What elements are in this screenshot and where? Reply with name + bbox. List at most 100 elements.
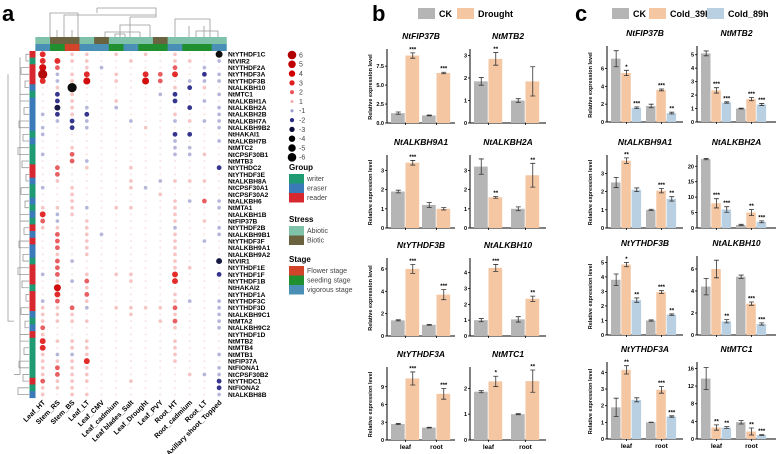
error-bar bbox=[613, 176, 619, 188]
heatmap-dot bbox=[217, 232, 221, 237]
heatmap-dot bbox=[85, 153, 88, 156]
heatmap-dot bbox=[100, 313, 103, 316]
row-gene-label: NtYTHDF2A bbox=[228, 65, 266, 72]
heatmap-dot bbox=[41, 146, 44, 149]
heatmap-dot bbox=[40, 365, 45, 370]
heatmap-dot bbox=[158, 305, 163, 310]
y-tick-label: 2 bbox=[381, 312, 384, 318]
bar-Cold_39h-leaf bbox=[621, 160, 631, 228]
heatmap-dot bbox=[115, 299, 118, 303]
heatmap-dot bbox=[159, 286, 162, 289]
y-tick-label: 4 bbox=[691, 419, 695, 425]
heatmap-dot bbox=[159, 166, 162, 169]
heatmap-dot bbox=[203, 213, 206, 216]
heatmap-dot bbox=[70, 105, 74, 110]
heatmap-dot bbox=[218, 340, 221, 343]
heatmap-dot bbox=[218, 266, 221, 269]
heatmap-dot bbox=[173, 380, 177, 383]
heatmap-dot bbox=[70, 352, 74, 357]
heatmap-dot bbox=[173, 286, 177, 289]
heatmap-dot bbox=[71, 166, 74, 169]
stress-annotation-cell bbox=[108, 37, 124, 44]
group-annotation-cell bbox=[29, 104, 36, 112]
row-gene-label: NtCPSF30B1 bbox=[228, 152, 269, 159]
x-tick-label: leaf bbox=[483, 444, 495, 451]
heatmap-dot bbox=[203, 246, 206, 249]
heatmap-dot bbox=[159, 146, 162, 149]
heatmap-dot bbox=[203, 93, 206, 96]
size-legend-label: -3 bbox=[299, 127, 305, 134]
heatmap-dot bbox=[129, 173, 132, 176]
heatmap-dot bbox=[159, 333, 162, 336]
heatmap-dot bbox=[100, 119, 103, 123]
heatmap-dot bbox=[188, 173, 191, 176]
group-legend-swatch bbox=[289, 174, 304, 184]
y-tick-label: 0 bbox=[601, 437, 604, 443]
heatmap-dot bbox=[217, 205, 221, 210]
error-bar bbox=[530, 66, 536, 97]
row-gene-label: NtMTB4 bbox=[228, 345, 253, 352]
heatmap-dot bbox=[173, 199, 177, 203]
heatmap-dot bbox=[55, 165, 60, 171]
heatmap-dot bbox=[129, 73, 132, 76]
heatmap-dot bbox=[188, 293, 191, 296]
heatmap-dot bbox=[100, 273, 103, 276]
heatmap-dot bbox=[144, 253, 147, 256]
heatmap-dot bbox=[129, 320, 132, 323]
size-legend-dot bbox=[290, 109, 294, 113]
error-bar bbox=[441, 207, 447, 211]
heatmap-dot bbox=[173, 212, 177, 217]
group-legend-swatch bbox=[289, 193, 304, 203]
bar-Cold_89h-root bbox=[756, 324, 767, 335]
heatmap-dot bbox=[159, 259, 162, 263]
heatmap-dot bbox=[41, 259, 44, 263]
heatmap-dot bbox=[41, 233, 44, 236]
heatmap-dot bbox=[144, 199, 147, 203]
heatmap-dot bbox=[41, 253, 44, 256]
heatmap-dot bbox=[188, 380, 191, 383]
group-legend-label: writer bbox=[306, 176, 325, 183]
heatmap-dot bbox=[188, 206, 191, 209]
heatmap-dot bbox=[115, 146, 118, 149]
heatmap-dot bbox=[188, 239, 191, 243]
y-tick-label: 5.0 bbox=[376, 83, 384, 89]
subplot-title: NtYTHDF3B bbox=[621, 238, 669, 248]
heatmap-dot bbox=[84, 299, 89, 303]
heatmap-dot bbox=[203, 253, 206, 256]
heatmap-panel: Leaf_HTStem_RSStem_BSLeaf_LTLeaf_CMVLeaf… bbox=[7, 7, 353, 454]
bar-Cold_39h-leaf bbox=[621, 264, 631, 335]
heatmap-dot bbox=[159, 386, 162, 389]
heatmap-dot bbox=[217, 59, 221, 63]
heatmap-dot bbox=[41, 86, 44, 89]
heatmap-dot bbox=[203, 366, 206, 369]
heatmap-dot bbox=[129, 113, 132, 116]
bar-Drought-root bbox=[436, 393, 451, 440]
bar-Cold_39h-leaf bbox=[621, 72, 631, 122]
stage-annotation-cell bbox=[211, 44, 227, 51]
heatmap-dot bbox=[100, 106, 103, 109]
error-bar bbox=[515, 206, 521, 212]
row-gene-label: NtYTHDC2 bbox=[228, 165, 262, 172]
y-tick-label: 1 bbox=[601, 208, 604, 214]
row-gene-label: NtVIR2 bbox=[228, 58, 250, 65]
size-legend-dot bbox=[289, 118, 295, 123]
heatmap-dot bbox=[159, 346, 162, 349]
heatmap-dot bbox=[70, 259, 74, 263]
error-bar bbox=[623, 157, 629, 164]
row-gene-label: NtYTHDF1B bbox=[228, 278, 266, 285]
heatmap-dot bbox=[203, 166, 206, 169]
heatmap-dot bbox=[203, 106, 206, 109]
significance-label: *** bbox=[758, 215, 766, 221]
error-bar bbox=[669, 415, 675, 418]
significance-label: *** bbox=[658, 84, 666, 90]
heatmap-dot bbox=[217, 119, 221, 123]
error-bar bbox=[395, 423, 401, 426]
heatmap-dot bbox=[172, 271, 178, 278]
heatmap-dot bbox=[217, 92, 221, 97]
heatmap-dot bbox=[39, 64, 47, 72]
stress-legend-label: Abiotic bbox=[307, 228, 329, 235]
heatmap-dot bbox=[55, 219, 60, 223]
significance-label: *** bbox=[658, 183, 666, 189]
